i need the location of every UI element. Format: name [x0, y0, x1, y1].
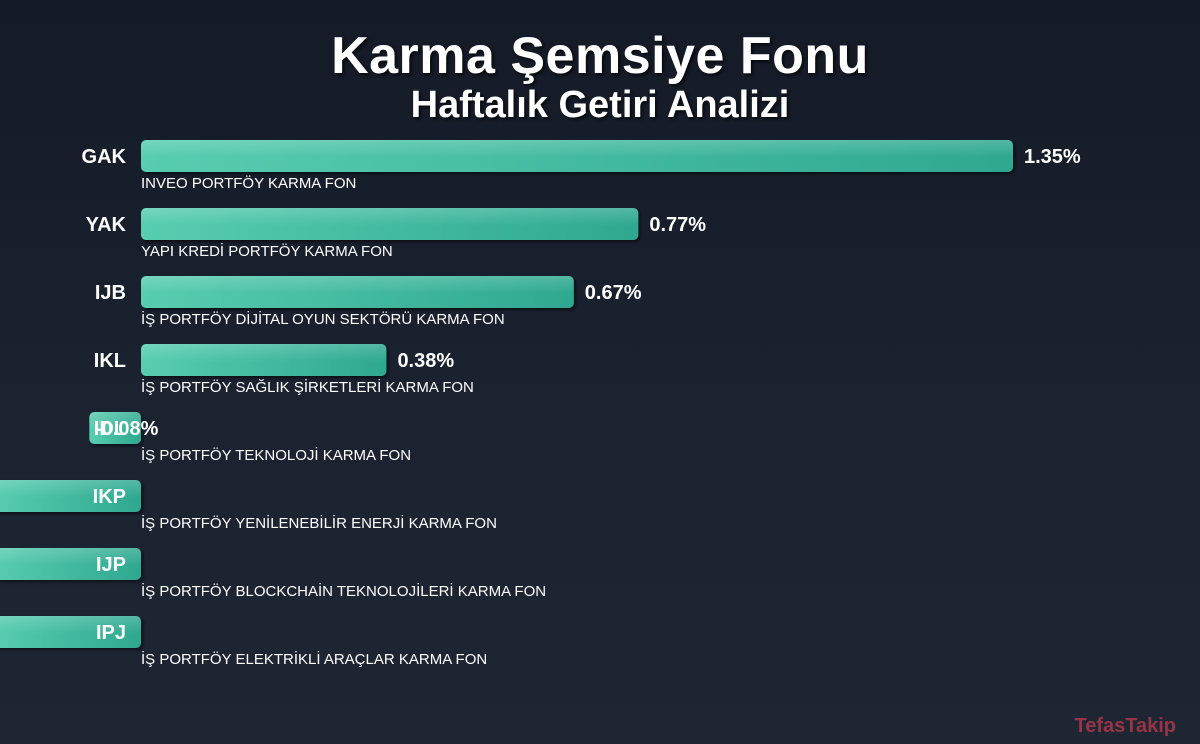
fund-name-label: İŞ PORTFÖY BLOCKCHAİN TEKNOLOJİLERİ KARM…	[141, 582, 546, 600]
bar-highlight	[0, 616, 141, 648]
value-label: 0.38%	[397, 350, 454, 372]
value-label: 1.35%	[1024, 146, 1081, 168]
fund-name-label: İŞ PORTFÖY YENİLENEBİLİR ENERJİ KARMA FO…	[141, 514, 497, 532]
value-label: 0.67%	[585, 282, 642, 304]
fund-name-label: İŞ PORTFÖY DİJİTAL OYUN SEKTÖRÜ KARMA FO…	[141, 310, 505, 328]
chart-title: Karma Şemsiye Fonu	[331, 27, 869, 85]
category-label: IDL	[94, 418, 126, 440]
bar-highlight	[89, 412, 141, 444]
category-label: GAK	[82, 146, 127, 168]
chart-subtitle: Haftalık Getiri Analizi	[410, 84, 790, 126]
value-label: -0.08%	[95, 418, 159, 440]
fund-name-label: YAPI KREDİ PORTFÖY KARMA FON	[141, 242, 393, 260]
bar-highlight	[0, 548, 141, 580]
category-label: YAK	[86, 214, 127, 236]
bar-highlight	[141, 344, 387, 376]
fund-name-label: İŞ PORTFÖY SAĞLIK ŞİRKETLERİ KARMA FON	[141, 378, 474, 396]
fund-name-label: INVEO PORTFÖY KARMA FON	[141, 174, 356, 192]
bar-highlight	[141, 276, 574, 308]
value-label: 0.77%	[649, 214, 706, 236]
category-label: IPJ	[96, 622, 126, 644]
bar-highlight	[141, 140, 1013, 172]
fund-name-label: İŞ PORTFÖY ELEKTRİKLİ ARAÇLAR KARMA FON	[141, 650, 487, 668]
category-label: IJB	[95, 282, 126, 304]
bar-highlight	[141, 208, 639, 240]
bar-highlight	[0, 480, 141, 512]
category-label: IKL	[94, 350, 126, 372]
category-label: IKP	[93, 486, 126, 508]
category-label: IJP	[96, 554, 126, 576]
fund-name-label: İŞ PORTFÖY TEKNOLOJİ KARMA FON	[141, 446, 411, 464]
watermark-logo: TefasTakip	[1074, 715, 1176, 737]
